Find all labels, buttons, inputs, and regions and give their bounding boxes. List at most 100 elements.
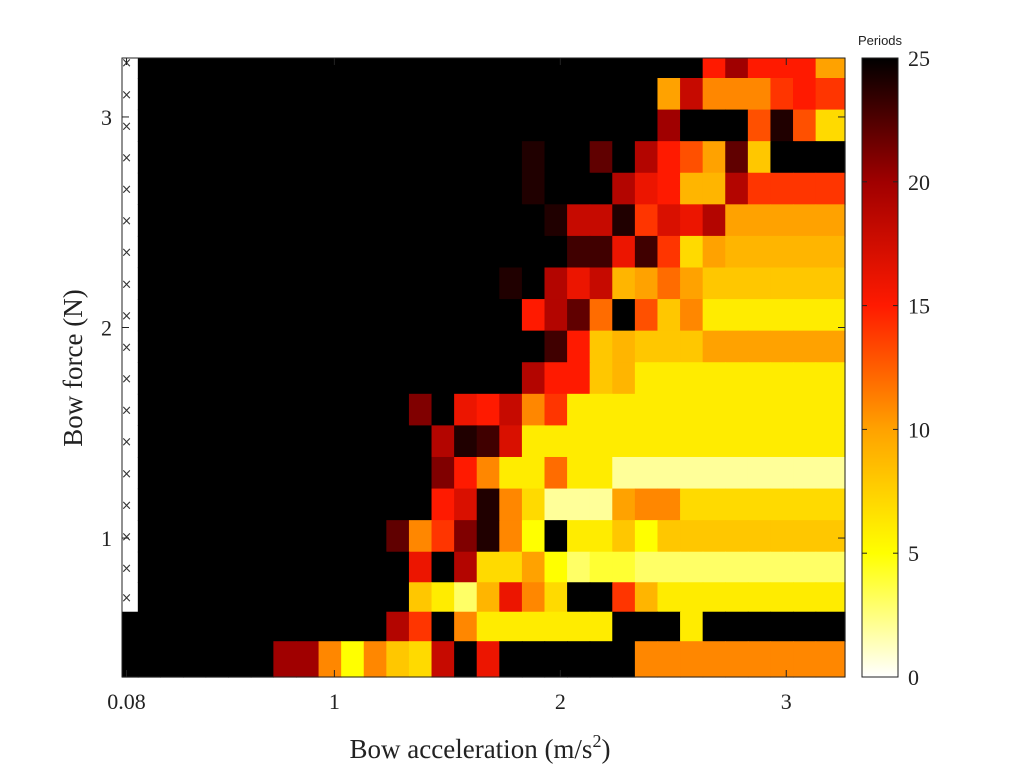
heatmap-cell: [747, 172, 772, 205]
heatmap-cell: [318, 235, 342, 269]
heatmap-cell: [521, 425, 546, 458]
heatmap-cell: [680, 551, 704, 583]
heatmap-cell: [725, 393, 749, 426]
heatmap-cell: [250, 488, 274, 521]
heatmap-cell: [295, 267, 320, 300]
heatmap-cell: [408, 267, 433, 300]
heatmap-cell: [634, 330, 659, 363]
heatmap-cell: [476, 456, 500, 490]
heatmap-cell: [476, 141, 500, 174]
heatmap-cell: [815, 204, 846, 237]
heatmap-cell: [657, 141, 681, 174]
heatmap-cell: [363, 488, 387, 521]
no-oscillation-marker: ×: [121, 435, 132, 450]
heatmap-cell: [160, 235, 184, 269]
heatmap-cell: [228, 611, 252, 642]
heatmap-cell: [160, 393, 184, 426]
heatmap-cell: [793, 267, 817, 300]
heatmap-cell: [725, 641, 749, 678]
heatmap-cell: [657, 425, 681, 458]
heatmap-cell: [657, 611, 681, 642]
heatmap-cell: [747, 299, 772, 332]
heatmap-cell: [160, 611, 184, 642]
heatmap-cell: [250, 204, 274, 237]
heatmap-cell: [363, 141, 387, 174]
heatmap-cell: [341, 78, 365, 111]
heatmap-cell: [815, 172, 846, 205]
heatmap-cell: [250, 611, 274, 642]
heatmap-cell: [363, 393, 387, 426]
heatmap-cell: [815, 488, 846, 521]
heatmap-cell: [295, 172, 320, 205]
heatmap-cell: [657, 362, 681, 395]
heatmap-cell: [250, 141, 274, 174]
heatmap-cell: [702, 582, 726, 613]
heatmap-cell: [657, 299, 681, 332]
heatmap-cell: [476, 362, 500, 395]
heatmap-cell: [250, 456, 274, 490]
heatmap-cell: [183, 582, 207, 613]
heatmap-cell: [183, 362, 207, 395]
heatmap-cell: [363, 58, 387, 79]
heatmap-cell: [793, 58, 817, 79]
heatmap-cell: [137, 641, 162, 678]
heatmap-cell: [341, 488, 365, 521]
heatmap-cell: [612, 330, 636, 363]
heatmap-cell: [747, 141, 772, 174]
heatmap-cell: [431, 141, 455, 174]
heatmap-cell: [544, 141, 568, 174]
heatmap-cell: [408, 611, 433, 642]
heatmap-cell: [747, 204, 772, 237]
heatmap-cell: [137, 78, 162, 111]
heatmap-cell: [476, 204, 500, 237]
heatmap-cell: [815, 611, 846, 642]
heatmap-cell: [205, 520, 229, 553]
heatmap-cell: [273, 520, 297, 553]
heatmap-cell: [160, 330, 184, 363]
heatmap-cell: [634, 520, 659, 553]
heatmap-cell: [408, 299, 433, 332]
heatmap-cell: [295, 520, 320, 553]
heatmap-cell: [431, 299, 455, 332]
heatmap-cell: [657, 582, 681, 613]
heatmap-cell: [228, 172, 252, 205]
heatmap-cell: [702, 172, 726, 205]
heatmap-cell: [137, 109, 162, 142]
heatmap-cell: [273, 611, 297, 642]
heatmap-cell: [725, 204, 749, 237]
heatmap-cell: [567, 425, 591, 458]
heatmap-cell: [589, 109, 613, 142]
heatmap-cell: [250, 582, 274, 613]
heatmap-cell: [680, 204, 704, 237]
heatmap-cell: [205, 267, 229, 300]
heatmap-cell: [273, 78, 297, 111]
heatmap-cell: [183, 456, 207, 490]
heatmap-cell: [341, 611, 365, 642]
heatmap-cell: [634, 641, 659, 678]
heatmap-cell: [747, 267, 772, 300]
heatmap-cell: [567, 235, 591, 269]
heatmap-cell: [544, 393, 568, 426]
heatmap-cell: [273, 141, 297, 174]
heatmap-cell: [250, 641, 274, 678]
heatmap-cell: [386, 611, 410, 642]
heatmap-cell: [183, 235, 207, 269]
heatmap-cell: [408, 78, 433, 111]
heatmap-cell: [363, 299, 387, 332]
colorbar-tick-label: 15: [908, 294, 930, 319]
heatmap-cell: [612, 58, 636, 79]
heatmap-cell: [793, 330, 817, 363]
heatmap-cell: [476, 299, 500, 332]
heatmap-cell: [815, 330, 846, 363]
heatmap-cell: [386, 425, 410, 458]
heatmap-cell: [137, 582, 162, 613]
no-oscillation-marker: ×: [121, 340, 132, 355]
heatmap-cell: [476, 393, 500, 426]
heatmap-cell: [567, 611, 591, 642]
heatmap-cell: [386, 551, 410, 583]
heatmap-cell: [228, 641, 252, 678]
heatmap-cell: [408, 520, 433, 553]
heatmap-cell: [431, 78, 455, 111]
heatmap-cell: [702, 299, 726, 332]
heatmap-cell: [747, 520, 772, 553]
